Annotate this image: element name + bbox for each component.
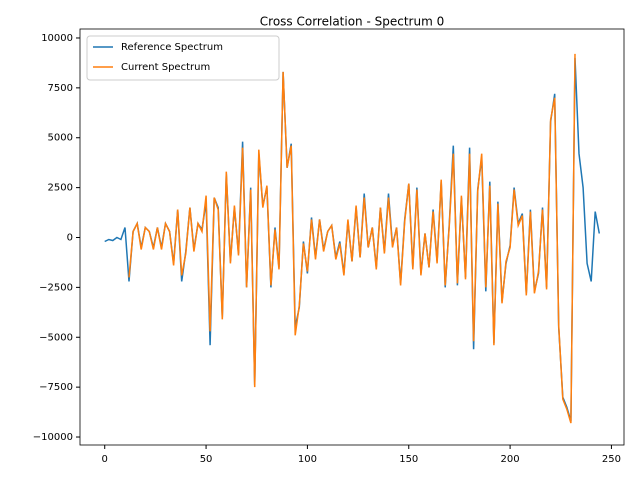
chart-title: Cross Correlation - Spectrum 0 (260, 15, 444, 29)
legend-box (86, 35, 280, 81)
x-tick-label: 100 (298, 454, 317, 465)
y-tick-label: −5000 (39, 332, 73, 343)
y-tick-label: −10000 (33, 432, 73, 443)
plot-frame (79, 28, 625, 446)
legend-label: Current Spectrum (121, 62, 210, 73)
x-tick-label: 250 (602, 454, 621, 465)
y-tick-label: 7500 (48, 83, 73, 94)
x-tick-label: 50 (200, 454, 213, 465)
y-tick-label: −2500 (39, 282, 73, 293)
series-line (128, 53, 576, 424)
y-tick-label: 0 (67, 232, 73, 243)
x-tick-label: 200 (501, 454, 520, 465)
x-tick-label: 0 (102, 454, 108, 465)
legend-label: Reference Spectrum (121, 42, 223, 53)
y-tick-label: 10000 (41, 33, 73, 44)
x-tick-label: 150 (399, 454, 418, 465)
y-tick-label: −7500 (39, 382, 73, 393)
legend: Reference Spectrum Current Spectrum (86, 35, 280, 81)
y-tick-label: 2500 (48, 183, 73, 194)
y-tick-label: 5000 (48, 133, 73, 144)
